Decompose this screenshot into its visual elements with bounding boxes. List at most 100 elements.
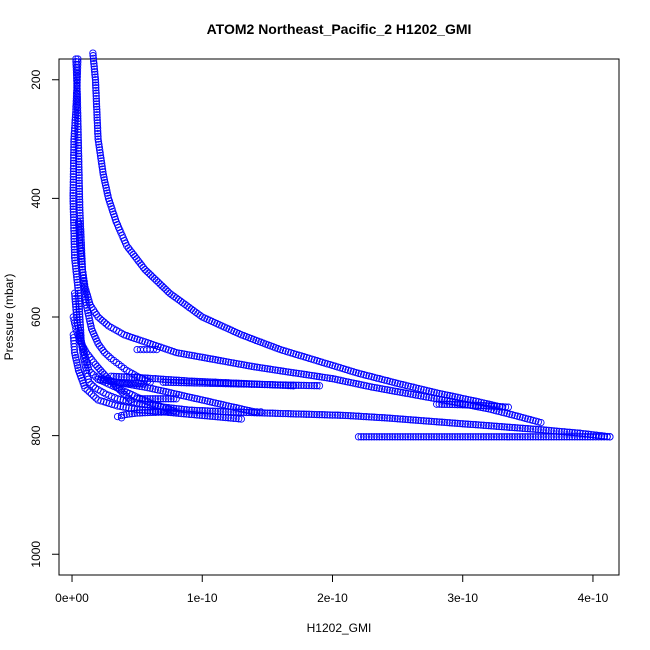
data-point <box>406 390 415 398</box>
data-point <box>539 433 548 441</box>
data-point <box>74 364 82 372</box>
data-point <box>365 433 373 441</box>
data-point <box>451 419 459 427</box>
data-point <box>339 377 347 385</box>
data-point <box>302 381 311 390</box>
data-point <box>388 433 397 441</box>
data-point <box>287 368 295 377</box>
data-point <box>75 179 83 187</box>
data-point <box>503 433 511 441</box>
data-point <box>344 378 352 386</box>
data-point <box>399 389 407 397</box>
data-point <box>70 224 78 232</box>
data-point <box>558 433 566 441</box>
data-point <box>86 353 94 361</box>
data-point <box>537 418 545 427</box>
data-point <box>248 362 256 370</box>
data-point <box>472 433 480 441</box>
data-point <box>97 157 105 165</box>
data-point <box>222 401 230 410</box>
data-point <box>477 421 485 429</box>
data-point <box>154 386 162 394</box>
data-point <box>289 369 298 377</box>
data-point <box>145 269 153 277</box>
data-point <box>73 79 81 88</box>
data-point <box>92 81 100 89</box>
data-point <box>182 410 191 418</box>
y-tick-label: 1000 <box>29 541 43 568</box>
data-point <box>571 429 579 437</box>
data-point <box>565 433 574 441</box>
data-point <box>505 423 514 431</box>
data-point <box>370 413 378 421</box>
data-point <box>581 433 589 441</box>
data-point <box>80 282 88 290</box>
data-point <box>100 318 108 326</box>
data-point <box>336 376 344 384</box>
data-point <box>245 362 253 370</box>
data-point <box>224 358 232 366</box>
data-point <box>321 373 329 382</box>
data-point <box>365 382 373 391</box>
data-point <box>74 131 82 139</box>
data-point <box>433 389 441 397</box>
data-point <box>78 263 86 271</box>
data-point <box>380 414 389 422</box>
data-point <box>279 367 287 375</box>
data-point <box>289 381 298 389</box>
data-point <box>550 427 558 435</box>
data-point <box>459 420 467 428</box>
data-point <box>122 392 130 400</box>
data-point <box>427 388 436 396</box>
data-point <box>193 395 201 403</box>
data-point <box>474 433 482 441</box>
data-point <box>433 418 441 426</box>
data-point <box>95 364 103 373</box>
data-point <box>292 410 300 418</box>
data-point <box>72 303 80 311</box>
data-point <box>242 380 251 388</box>
data-point <box>129 379 137 388</box>
data-point <box>492 433 501 441</box>
data-point <box>83 386 91 394</box>
data-point <box>584 433 592 441</box>
data-point <box>72 63 80 71</box>
data-point <box>232 404 240 412</box>
data-point <box>167 378 175 387</box>
data-point <box>496 402 504 411</box>
data-point <box>216 379 225 388</box>
data-point <box>72 55 80 63</box>
data-point <box>70 154 78 162</box>
data-point <box>399 381 407 389</box>
data-point <box>315 382 324 390</box>
data-point <box>606 433 614 441</box>
data-point <box>94 313 102 321</box>
data-point <box>446 400 454 409</box>
data-point <box>258 380 266 389</box>
data-point <box>443 418 451 427</box>
data-point <box>123 410 131 418</box>
data-point <box>534 425 542 434</box>
data-point <box>92 97 101 105</box>
data-point <box>154 407 162 416</box>
data-point <box>214 413 222 421</box>
data-point <box>253 380 261 389</box>
data-point <box>477 401 485 410</box>
data-point <box>79 268 87 276</box>
data-point <box>82 301 90 309</box>
data-point <box>71 297 79 306</box>
data-point <box>175 378 183 387</box>
data-point <box>222 380 230 388</box>
data-point <box>92 100 101 108</box>
data-point <box>70 235 78 243</box>
data-point <box>168 291 176 299</box>
data-point <box>75 185 84 193</box>
data-point <box>75 171 83 179</box>
data-point <box>461 433 469 441</box>
data-point <box>203 397 212 405</box>
data-point <box>427 417 436 426</box>
data-point <box>76 198 84 206</box>
data-point <box>404 382 412 390</box>
data-point <box>443 400 451 409</box>
data-point <box>75 163 83 171</box>
